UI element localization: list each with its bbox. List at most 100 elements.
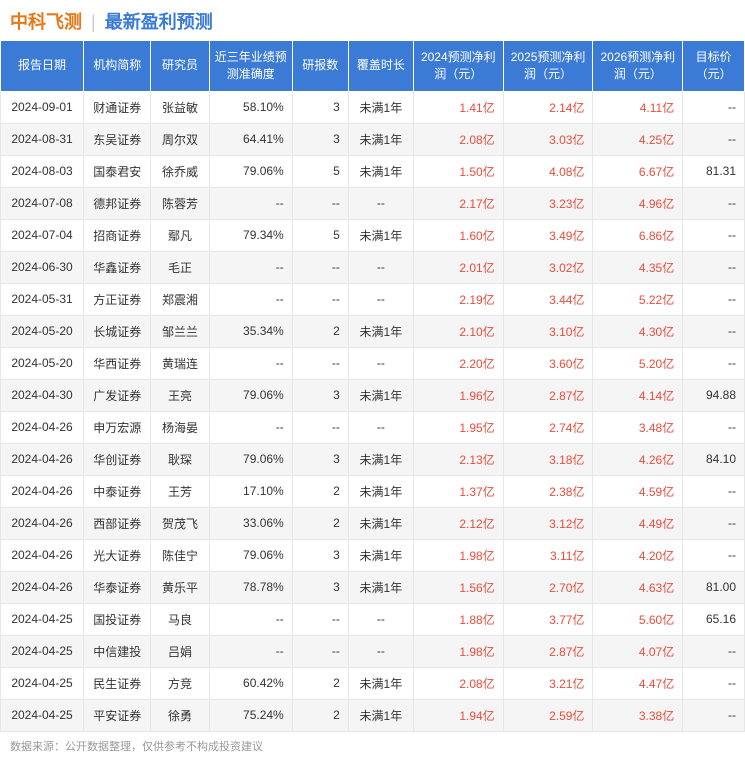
cell-cnt: 2 xyxy=(292,475,348,507)
cell-res: 张益敏 xyxy=(151,91,209,123)
cell-cnt: 3 xyxy=(292,571,348,603)
table-row: 2024-04-26申万宏源杨海晏------1.95亿2.74亿3.48亿-- xyxy=(1,411,745,443)
cell-date: 2024-07-08 xyxy=(1,187,84,219)
forecast-table: 报告日期 机构简称 研究员 近三年业绩预测准确度 研报数 覆盖时长 2024预测… xyxy=(0,40,745,732)
cell-org: 民生证券 xyxy=(84,667,151,699)
table-row: 2024-06-30华鑫证券毛正------2.01亿3.02亿4.35亿-- xyxy=(1,251,745,283)
cell-date: 2024-04-25 xyxy=(1,667,84,699)
cell-res: 杨海晏 xyxy=(151,411,209,443)
col-report-count: 研报数 xyxy=(292,41,348,92)
cell-p24: 1.95亿 xyxy=(413,411,503,443)
cell-cov: 未满1年 xyxy=(348,91,413,123)
cell-p25: 3.03亿 xyxy=(503,123,593,155)
cell-p25: 2.38亿 xyxy=(503,475,593,507)
cell-p26: 4.20亿 xyxy=(593,539,683,571)
cell-org: 中泰证券 xyxy=(84,475,151,507)
cell-cov: 未满1年 xyxy=(348,507,413,539)
cell-p24: 1.88亿 xyxy=(413,603,503,635)
cell-p26: 4.96亿 xyxy=(593,187,683,219)
cell-date: 2024-04-26 xyxy=(1,507,84,539)
cell-p26: 3.48亿 xyxy=(593,411,683,443)
header-divider: | xyxy=(91,12,96,32)
cell-cov: -- xyxy=(348,635,413,667)
cell-p26: 4.11亿 xyxy=(593,91,683,123)
cell-acc: 75.24% xyxy=(209,699,292,731)
cell-p26: 4.30亿 xyxy=(593,315,683,347)
cell-org: 财通证券 xyxy=(84,91,151,123)
company-name: 中科飞测 xyxy=(10,12,82,32)
data-source-footer: 数据来源：公开数据整理，仅供参考不构成投资建议 xyxy=(0,732,745,760)
cell-tgt: -- xyxy=(683,91,745,123)
cell-cov: 未满1年 xyxy=(348,379,413,411)
cell-p24: 2.01亿 xyxy=(413,251,503,283)
cell-tgt: -- xyxy=(683,187,745,219)
table-row: 2024-04-26华创证券耿琛79.06%3未满1年2.13亿3.18亿4.2… xyxy=(1,443,745,475)
table-row: 2024-08-31东吴证券周尔双64.41%3未满1年2.08亿3.03亿4.… xyxy=(1,123,745,155)
cell-acc: -- xyxy=(209,283,292,315)
cell-p24: 1.60亿 xyxy=(413,219,503,251)
cell-p26: 4.14亿 xyxy=(593,379,683,411)
table-row: 2024-04-26华泰证券黄乐平78.78%3未满1年1.56亿2.70亿4.… xyxy=(1,571,745,603)
table-row: 2024-04-30广发证券王亮79.06%3未满1年1.96亿2.87亿4.1… xyxy=(1,379,745,411)
cell-res: 方竞 xyxy=(151,667,209,699)
cell-date: 2024-06-30 xyxy=(1,251,84,283)
cell-cov: -- xyxy=(348,187,413,219)
cell-cov: 未满1年 xyxy=(348,123,413,155)
cell-tgt: -- xyxy=(683,699,745,731)
cell-cnt: -- xyxy=(292,283,348,315)
cell-org: 平安证券 xyxy=(84,699,151,731)
cell-p26: 6.67亿 xyxy=(593,155,683,187)
cell-p24: 2.17亿 xyxy=(413,187,503,219)
cell-cov: -- xyxy=(348,283,413,315)
cell-acc: 35.34% xyxy=(209,315,292,347)
cell-org: 广发证券 xyxy=(84,379,151,411)
cell-org: 中信建投 xyxy=(84,635,151,667)
cell-res: 王亮 xyxy=(151,379,209,411)
cell-p25: 3.12亿 xyxy=(503,507,593,539)
cell-date: 2024-04-30 xyxy=(1,379,84,411)
cell-acc: 17.10% xyxy=(209,475,292,507)
cell-org: 国泰君安 xyxy=(84,155,151,187)
table-row: 2024-04-26西部证券贺茂飞33.06%2未满1年2.12亿3.12亿4.… xyxy=(1,507,745,539)
cell-tgt: 81.00 xyxy=(683,571,745,603)
col-profit-2026: 2026预测净利润（元） xyxy=(593,41,683,92)
cell-p25: 3.02亿 xyxy=(503,251,593,283)
cell-res: 黄乐平 xyxy=(151,571,209,603)
cell-cov: 未满1年 xyxy=(348,219,413,251)
cell-cnt: -- xyxy=(292,251,348,283)
cell-p25: 3.23亿 xyxy=(503,187,593,219)
cell-tgt: -- xyxy=(683,123,745,155)
cell-cov: 未满1年 xyxy=(348,699,413,731)
cell-cov: -- xyxy=(348,347,413,379)
cell-date: 2024-05-20 xyxy=(1,347,84,379)
col-researcher: 研究员 xyxy=(151,41,209,92)
cell-res: 马良 xyxy=(151,603,209,635)
cell-cov: 未满1年 xyxy=(348,443,413,475)
cell-date: 2024-04-26 xyxy=(1,571,84,603)
table-row: 2024-05-31方正证券郑震湘------2.19亿3.44亿5.22亿-- xyxy=(1,283,745,315)
cell-p25: 3.21亿 xyxy=(503,667,593,699)
cell-date: 2024-05-20 xyxy=(1,315,84,347)
cell-res: 鄢凡 xyxy=(151,219,209,251)
cell-date: 2024-04-26 xyxy=(1,475,84,507)
cell-cnt: 5 xyxy=(292,219,348,251)
cell-tgt: -- xyxy=(683,219,745,251)
cell-acc: -- xyxy=(209,251,292,283)
cell-cov: 未满1年 xyxy=(348,475,413,507)
cell-tgt: -- xyxy=(683,635,745,667)
cell-cnt: 3 xyxy=(292,123,348,155)
cell-date: 2024-04-26 xyxy=(1,411,84,443)
cell-org: 长城证券 xyxy=(84,315,151,347)
cell-tgt: -- xyxy=(683,475,745,507)
cell-p24: 1.56亿 xyxy=(413,571,503,603)
cell-org: 华泰证券 xyxy=(84,571,151,603)
cell-p26: 5.20亿 xyxy=(593,347,683,379)
cell-cnt: -- xyxy=(292,411,348,443)
cell-res: 毛正 xyxy=(151,251,209,283)
cell-org: 德邦证券 xyxy=(84,187,151,219)
cell-acc: 79.06% xyxy=(209,155,292,187)
cell-cnt: -- xyxy=(292,187,348,219)
cell-res: 黄瑞连 xyxy=(151,347,209,379)
cell-p25: 3.11亿 xyxy=(503,539,593,571)
col-target-price: 目标价（元） xyxy=(683,41,745,92)
